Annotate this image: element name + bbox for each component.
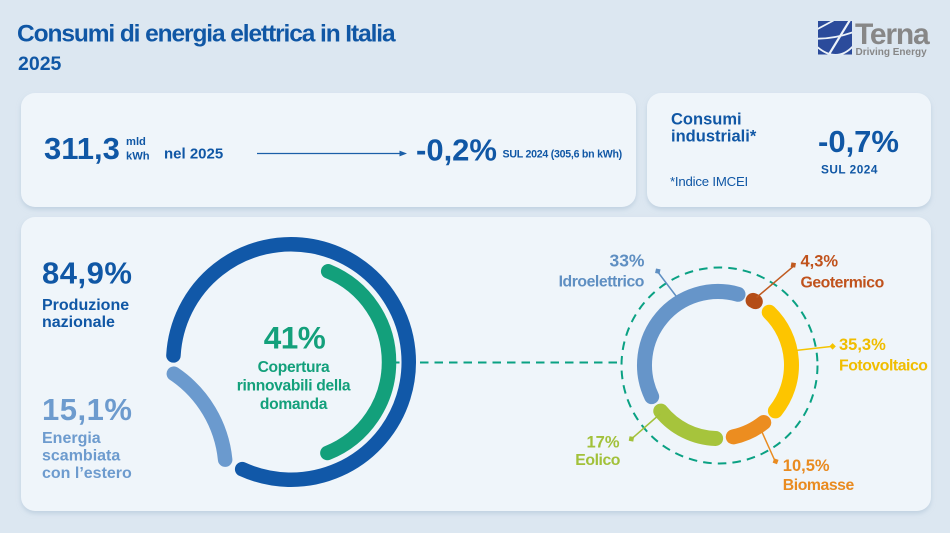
svg-text:-0,2%: -0,2% — [416, 133, 497, 168]
svg-text:SUL 2024 (305,6 bn kWh): SUL 2024 (305,6 bn kWh) — [503, 149, 622, 161]
svg-text:scambiata: scambiata — [42, 448, 120, 465]
svg-text:15,1%: 15,1% — [42, 392, 132, 427]
svg-text:4,3%: 4,3% — [801, 252, 839, 270]
svg-text:Copertura: Copertura — [258, 359, 330, 376]
svg-text:2025: 2025 — [18, 53, 62, 75]
svg-text:33%: 33% — [609, 250, 644, 270]
svg-text:*Indice IMCEI: *Indice IMCEI — [670, 174, 748, 189]
svg-text:Energia: Energia — [42, 430, 101, 447]
svg-text:Produzione: Produzione — [42, 297, 129, 314]
svg-text:nazionale: nazionale — [42, 314, 115, 331]
svg-text:17%: 17% — [586, 433, 619, 451]
svg-text:industriali*: industriali* — [671, 128, 757, 146]
svg-text:Geotermico: Geotermico — [801, 275, 885, 292]
svg-text:Fotovoltaico: Fotovoltaico — [839, 358, 928, 375]
svg-text:con l’estero: con l’estero — [42, 465, 132, 482]
svg-text:domanda: domanda — [260, 396, 328, 413]
svg-text:Driving Energy: Driving Energy — [856, 47, 928, 58]
svg-text:-0,7%: -0,7% — [818, 124, 899, 159]
svg-text:84,9%: 84,9% — [42, 255, 132, 290]
svg-text:35,3%: 35,3% — [839, 336, 886, 354]
svg-text:311,3: 311,3 — [44, 131, 120, 166]
svg-text:kWh: kWh — [126, 151, 150, 163]
svg-text:Idroelettrico: Idroelettrico — [559, 274, 645, 291]
svg-text:SUL 2024: SUL 2024 — [821, 162, 878, 176]
svg-text:Biomasse: Biomasse — [783, 477, 855, 494]
svg-text:41%: 41% — [264, 320, 326, 356]
svg-text:Consumi di energia elettrica i: Consumi di energia elettrica in Italia — [17, 21, 396, 48]
svg-text:rinnovabili della: rinnovabili della — [237, 378, 351, 395]
svg-text:Eolico: Eolico — [575, 452, 620, 469]
svg-text:nel 2025: nel 2025 — [164, 146, 223, 163]
svg-text:10,5%: 10,5% — [783, 457, 830, 475]
svg-text:mld: mld — [126, 136, 146, 148]
svg-text:Terna: Terna — [855, 18, 930, 51]
svg-text:Consumi: Consumi — [671, 111, 742, 129]
